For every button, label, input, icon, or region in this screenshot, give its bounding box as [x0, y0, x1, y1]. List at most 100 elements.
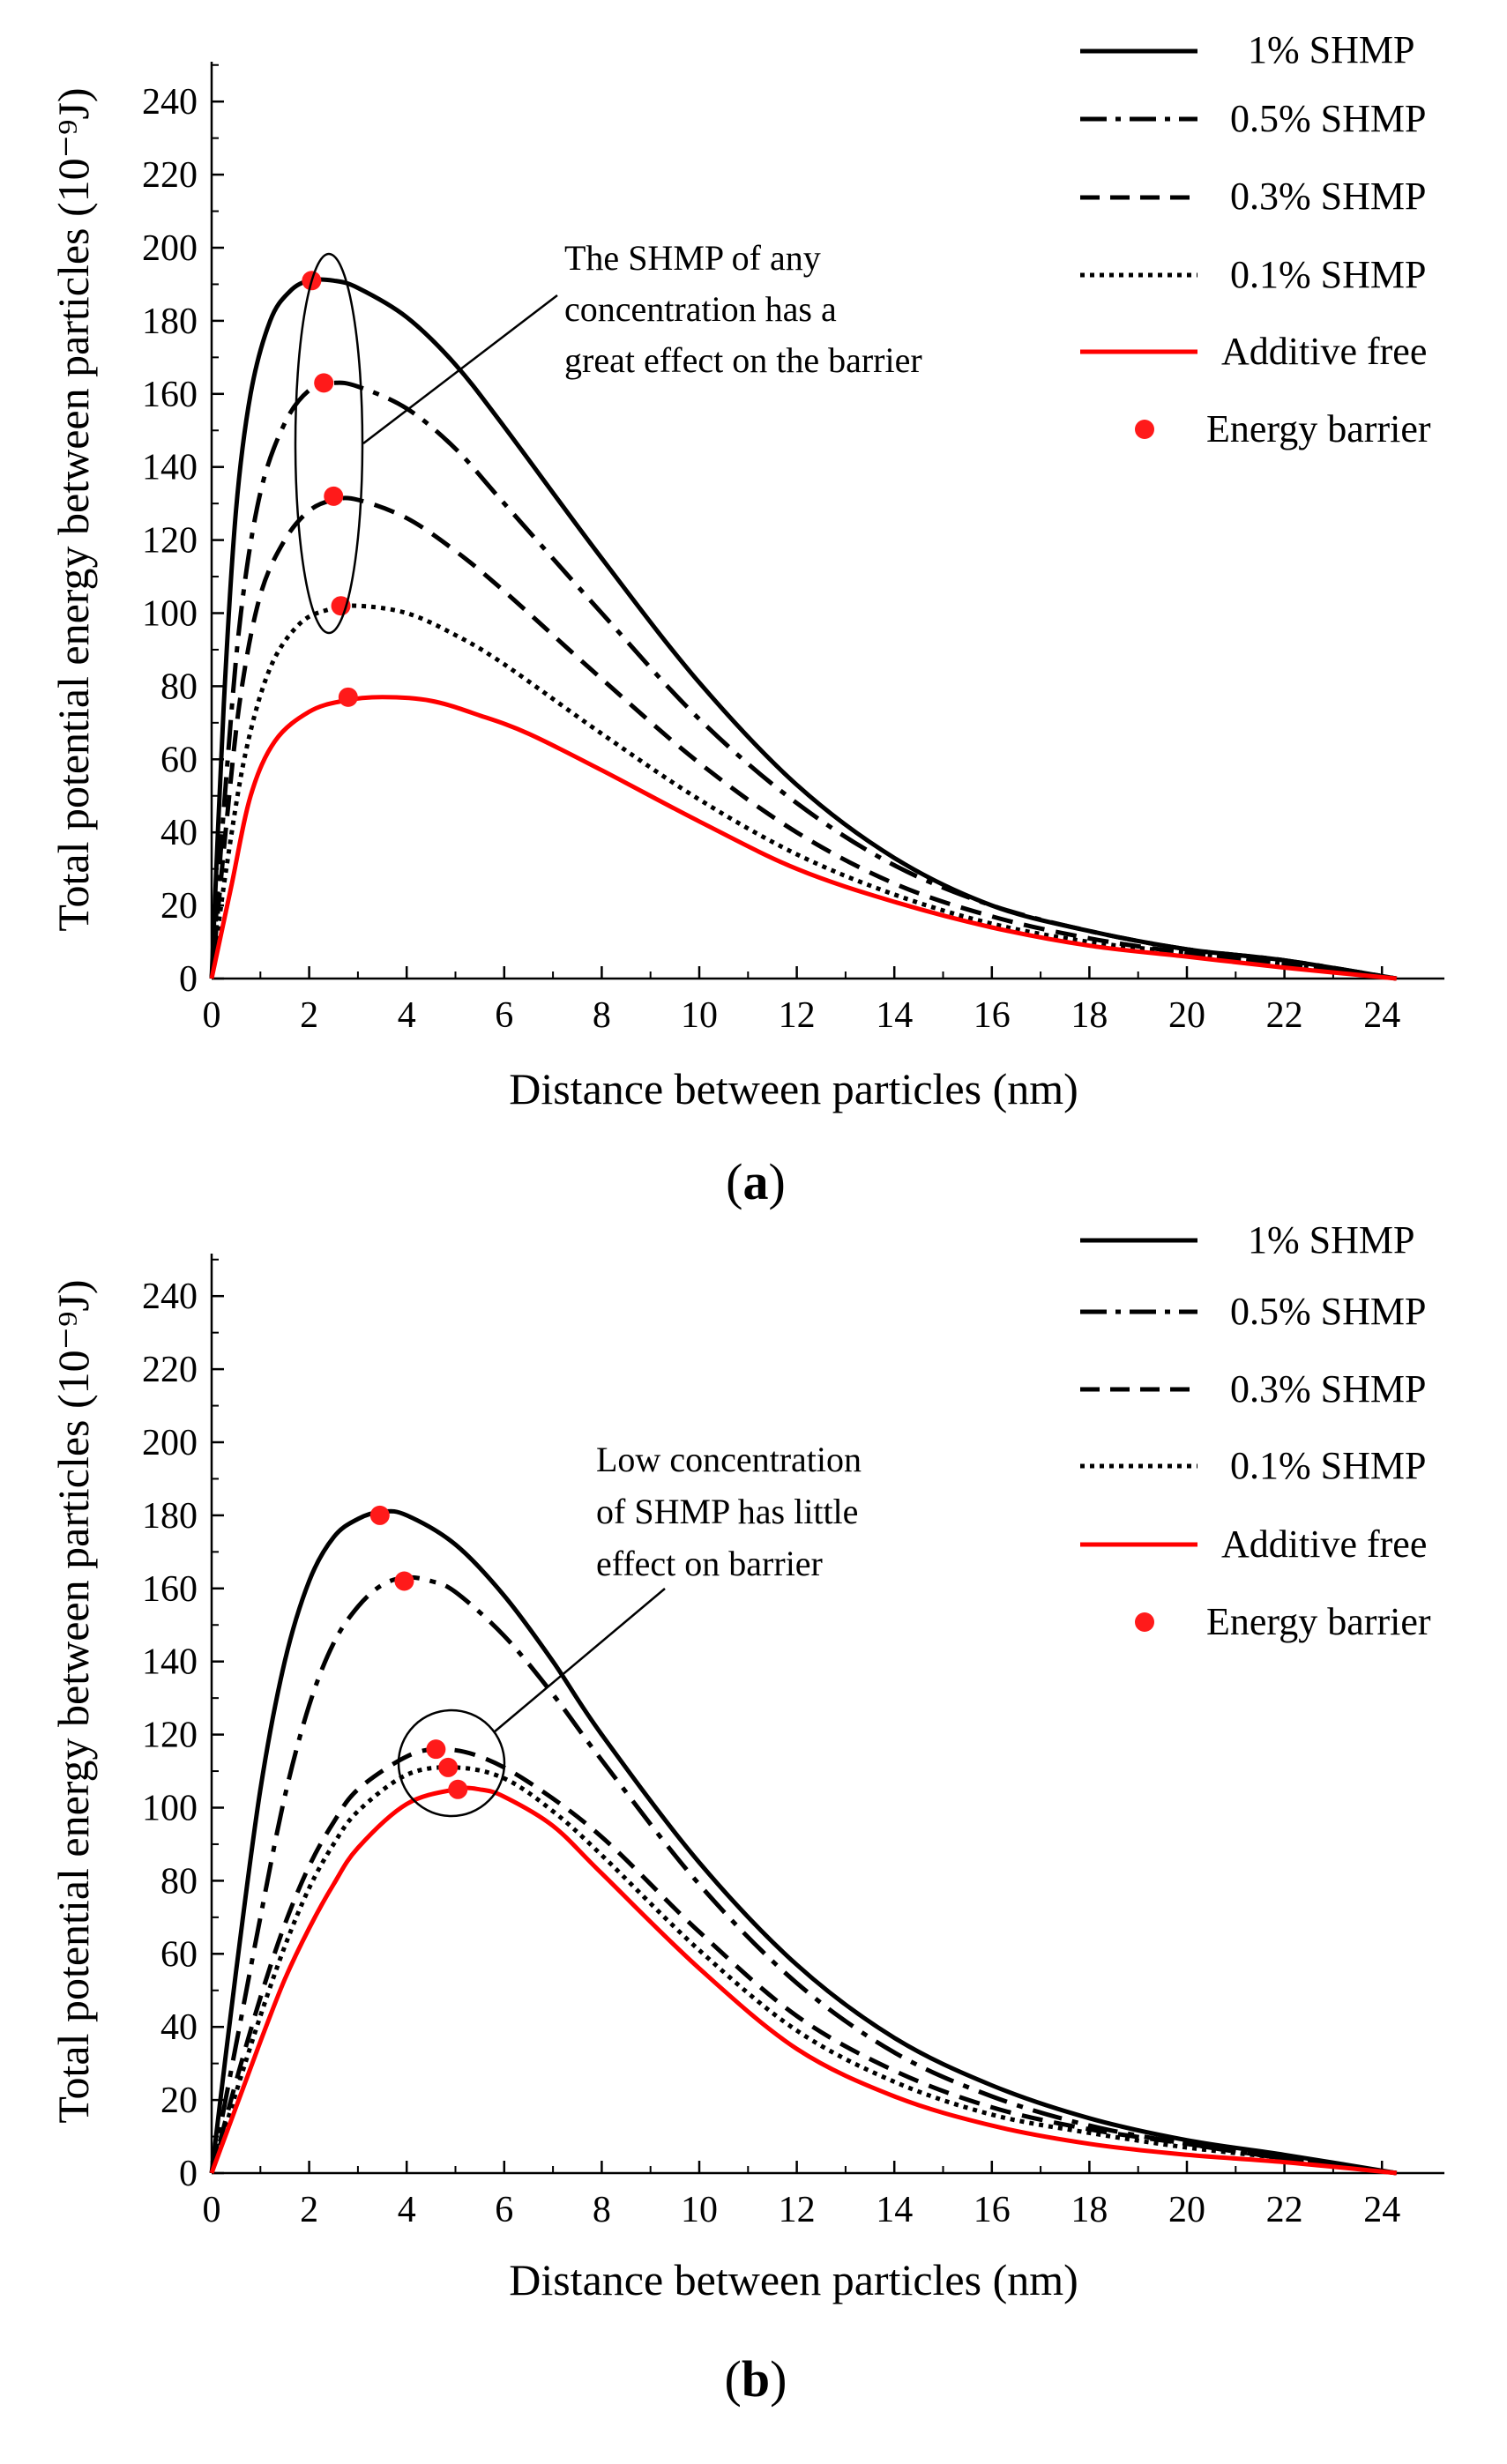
series-line-additive-free	[209, 1785, 1398, 2176]
legend-item-0.1pct: 0.1% SHMP	[1080, 1444, 1427, 1487]
annotation-text-line-1: The SHMP of any	[564, 238, 821, 278]
y-tick-label: 60	[160, 740, 198, 780]
y-tick-label: 160	[142, 1569, 198, 1610]
x-tick-label: 16	[974, 2190, 1011, 2230]
x-tick-label: 14	[876, 995, 913, 1036]
y-axis-label: Total potential energy between particles…	[48, 87, 98, 931]
energy-barrier-point	[394, 1571, 414, 1591]
y-tick-label: 20	[160, 886, 198, 927]
energy-barrier-point	[426, 1739, 446, 1760]
x-tick-label: 12	[779, 995, 816, 1036]
x-tick-label: 24	[1363, 2190, 1400, 2230]
legend-label-1pct: 1% SHMP	[1248, 1218, 1415, 1262]
series-line-0-5-shmp	[209, 380, 1398, 981]
legend-item-1pct: 1% SHMP	[1080, 1218, 1415, 1262]
y-tick-label: 240	[142, 82, 198, 123]
y-tick-label: 200	[142, 1423, 198, 1463]
energy-barrier-point	[438, 1757, 459, 1777]
x-tick-label: 24	[1363, 995, 1400, 1036]
x-axis-label: Distance between particles (nm)	[509, 1064, 1078, 1113]
annotation-text-line-3: great effect on the barrier	[564, 340, 922, 380]
legend-label-0.3pct: 0.3% SHMP	[1230, 1367, 1427, 1411]
y-tick-label: 120	[142, 1716, 198, 1756]
x-tick-label: 0	[203, 995, 221, 1036]
legend-label-1pct: 1% SHMP	[1248, 28, 1415, 71]
y-tick-label: 120	[142, 521, 198, 562]
legend-label-0.3pct: 0.3% SHMP	[1230, 175, 1427, 218]
series-line-0-3-shmp	[209, 1746, 1398, 2176]
legend-item-energy-barrier: Energy barrier	[1135, 407, 1431, 450]
legend-item-1pct: 1% SHMP	[1080, 28, 1415, 71]
legend-marker-energy-barrier	[1135, 1612, 1154, 1632]
panel-label-b: (b)	[725, 2350, 787, 2408]
x-axis-label: Distance between particles (nm)	[509, 2255, 1078, 2304]
legend-item-0.5pct: 0.5% SHMP	[1080, 1290, 1427, 1333]
legend-label-additive-free: Additive free	[1221, 1522, 1427, 1566]
series-line-0-1-shmp	[209, 1765, 1398, 2176]
x-tick-label: 6	[495, 2190, 513, 2230]
annotation-leader-line	[362, 294, 558, 444]
energy-barrier-point	[448, 1779, 468, 1799]
x-tick-label: 2	[300, 2190, 318, 2230]
x-tick-label: 12	[779, 2190, 816, 2230]
x-tick-label: 4	[398, 995, 416, 1036]
y-tick-label: 140	[142, 1642, 198, 1683]
x-tick-label: 0	[203, 2190, 221, 2230]
panel-label-a: (a)	[726, 1153, 786, 1210]
legend-item-0.3pct: 0.3% SHMP	[1080, 1367, 1427, 1411]
x-tick-label: 20	[1168, 2190, 1205, 2230]
legend-label-energy-barrier: Energy barrier	[1206, 407, 1431, 450]
x-tick-label: 18	[1071, 995, 1108, 1036]
y-tick-label: 100	[142, 594, 198, 635]
legend-item-energy-barrier: Energy barrier	[1135, 1600, 1431, 1643]
x-tick-label: 10	[681, 2190, 718, 2230]
energy-barrier-point	[324, 486, 344, 506]
x-tick-label: 8	[593, 2190, 611, 2230]
annotation-circle	[397, 1708, 506, 1818]
x-tick-label: 20	[1168, 995, 1205, 1036]
y-tick-label: 180	[142, 1496, 198, 1537]
series-line-0-5-shmp	[209, 1574, 1398, 2176]
panel-label-letter-b: b	[742, 2350, 770, 2408]
legend-item-additive-free: Additive free	[1080, 330, 1427, 373]
y-tick-label: 140	[142, 448, 198, 488]
y-tick-label: 80	[160, 1861, 198, 1902]
chart-panel-b: 0 2 4 6 8 10 12 14 16 18 20 22 240204060801001201401…	[48, 1218, 1444, 2408]
x-tick-label: 4	[398, 2190, 416, 2230]
legend: 1% SHMP 0.5% SHMP 0.3% SHMP 0.1% SHMP Ad…	[1080, 28, 1431, 450]
series-line-0-1-shmp	[209, 603, 1398, 981]
legend-item-0.5pct: 0.5% SHMP	[1080, 97, 1427, 140]
y-tick-label: 0	[179, 2154, 198, 2194]
y-tick-label: 220	[142, 155, 198, 196]
annotation-text-line-1: Low concentration	[596, 1440, 862, 1479]
legend: 1% SHMP 0.5% SHMP 0.3% SHMP 0.1% SHMP Ad…	[1080, 1218, 1431, 1643]
x-tick-label: 8	[593, 995, 611, 1036]
legend-item-additive-free: Additive free	[1080, 1522, 1427, 1566]
series-line-1-shmp	[209, 1508, 1398, 2176]
legend-label-0.1pct: 0.1% SHMP	[1230, 1444, 1427, 1487]
legend-label-0.1pct: 0.1% SHMP	[1230, 253, 1427, 296]
annotation-leader-line	[493, 1588, 666, 1733]
legend-item-0.3pct: 0.3% SHMP	[1080, 175, 1427, 218]
panel-label-letter-a: a	[743, 1153, 769, 1210]
y-tick-label: 220	[142, 1350, 198, 1390]
legend-label-0.5pct: 0.5% SHMP	[1230, 1290, 1427, 1333]
x-tick-label: 22	[1266, 995, 1303, 1036]
y-tick-label: 200	[142, 228, 198, 269]
legend-item-0.1pct: 0.1% SHMP	[1080, 253, 1427, 296]
series-line-additive-free	[209, 695, 1398, 981]
energy-barrier-point	[314, 373, 334, 393]
legend-label-0.5pct: 0.5% SHMP	[1230, 97, 1427, 140]
x-tick-label: 18	[1071, 2190, 1108, 2230]
y-tick-label: 180	[142, 301, 198, 342]
x-tick-label: 22	[1266, 2190, 1303, 2230]
y-tick-label: 80	[160, 666, 198, 707]
energy-barrier-point	[338, 687, 358, 707]
legend-label-additive-free: Additive free	[1221, 330, 1427, 373]
annotation-text-line-2: concentration has a	[564, 289, 837, 329]
y-axis-label: Total potential energy between particles…	[48, 1279, 98, 2123]
y-tick-label: 240	[142, 1277, 198, 1317]
legend-label-energy-barrier: Energy barrier	[1206, 1600, 1431, 1643]
y-tick-label: 100	[142, 1789, 198, 1829]
